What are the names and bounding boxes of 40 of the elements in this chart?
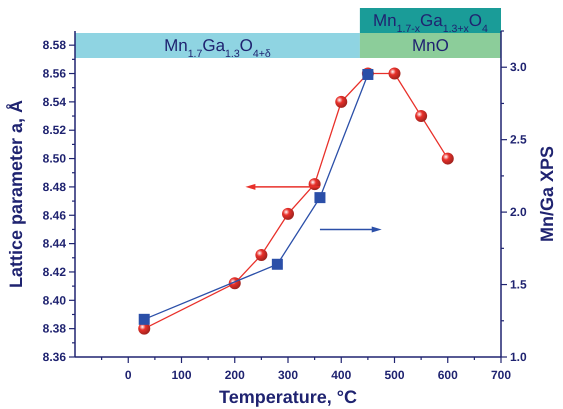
y-tick-label: 8.50 (42, 152, 66, 166)
y-tick-label: 8.54 (42, 94, 66, 109)
band-label: Mn$_{1.7-x}$Ga$_{1.3+x}$O$_{4}$ (373, 11, 488, 35)
point (335, 96, 348, 108)
x-tick-label: 200 (224, 368, 246, 382)
point (415, 110, 428, 122)
x-tick-label: 600 (438, 368, 458, 382)
point (138, 314, 150, 325)
x-tick-label: 300 (278, 368, 298, 382)
y-tick-label: 8.46 (42, 208, 66, 222)
point (282, 208, 294, 220)
y2-tick-label: 1.5 (510, 278, 528, 292)
point (272, 258, 283, 270)
x-tick-label: 500 (384, 368, 405, 382)
y-tick-label: 8.56 (42, 66, 66, 81)
point (255, 248, 268, 261)
y-tick-label: 8.52 (42, 123, 66, 138)
y-tick-label: 8.58 (42, 38, 66, 52)
x-tick-label: 0 (124, 368, 132, 382)
y-tick-label: 8.40 (42, 293, 66, 308)
point (314, 192, 326, 204)
y-tick-label: 8.44 (42, 236, 66, 251)
band-label: Mn$_{1.7}$Ga$_{1.3}$O$_{4+δ}$ (164, 36, 271, 60)
y-axis-title: Lattice parameter a, Å (6, 100, 26, 288)
y2-axis-title: Mn/Ga XPS (537, 146, 557, 242)
point (388, 68, 400, 80)
y2-tick-label: 2.0 (510, 205, 528, 220)
y-tick-label: 8.42 (42, 264, 66, 279)
point (442, 152, 454, 165)
y2-tick-label: 3.0 (510, 60, 528, 74)
y-tick-label: 8.48 (42, 180, 66, 194)
y-tick-label: 8.38 (42, 322, 66, 336)
x-tick-label: 100 (171, 368, 192, 382)
y2-tick-label: 2.5 (510, 132, 528, 147)
y-tick-label: 8.36 (42, 350, 66, 364)
x-tick-label: 700 (490, 368, 512, 382)
y2-tick-label: 1.0 (510, 350, 528, 364)
x-axis-title: Temperature, °C (219, 387, 357, 407)
band-label: MnO (412, 36, 449, 55)
x-tick-label: 400 (331, 368, 352, 382)
